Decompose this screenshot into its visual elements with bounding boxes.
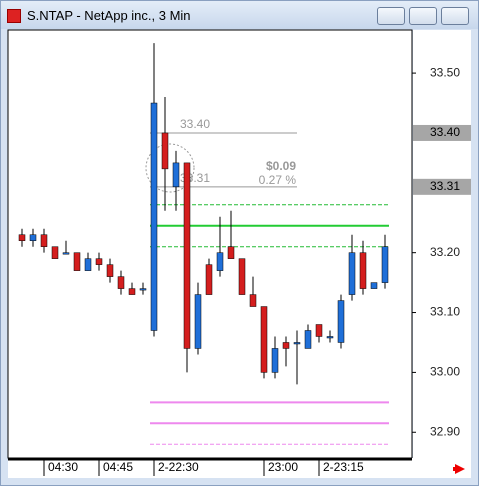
candle-body xyxy=(249,294,257,307)
candle-body xyxy=(29,234,37,241)
candle-body xyxy=(106,264,114,277)
scroll-arrow-tail xyxy=(453,467,457,471)
x-tick-label: 2-22:30 xyxy=(158,460,199,474)
candle-body xyxy=(183,162,191,349)
y-tick-label: 33.20 xyxy=(430,245,460,259)
scroll-arrow[interactable] xyxy=(455,464,465,474)
y-axis-area xyxy=(413,30,471,458)
candle-body xyxy=(271,348,279,373)
price-marker-label: 33.40 xyxy=(430,125,460,139)
x-tick-label: 04:30 xyxy=(48,460,78,474)
candle-body xyxy=(62,252,70,255)
candle-body xyxy=(117,276,125,289)
candle-body xyxy=(40,234,48,247)
candle-body xyxy=(172,162,180,188)
maximize-button[interactable] xyxy=(409,7,437,25)
minimize-button[interactable] xyxy=(377,7,405,25)
measure-percent: 0.27 % xyxy=(259,173,297,187)
candle-body xyxy=(73,252,81,271)
candle-body xyxy=(205,264,213,295)
candle-body xyxy=(227,246,235,259)
y-tick-label: 33.10 xyxy=(430,305,460,319)
candle-body xyxy=(51,246,59,259)
candle-body xyxy=(18,234,26,241)
candle-body xyxy=(381,246,389,283)
plot-area xyxy=(7,29,413,459)
price-marker xyxy=(413,178,471,195)
candle-body xyxy=(161,132,169,170)
candle-body xyxy=(238,258,246,295)
candle-body xyxy=(139,288,147,291)
close-button[interactable] xyxy=(441,7,469,25)
candle-body xyxy=(260,306,268,373)
measure-label: 33.40 xyxy=(180,117,210,131)
window-title: S.NTAP - NetApp inc., 3 Min xyxy=(27,8,191,23)
candle-body xyxy=(337,300,345,343)
app-icon xyxy=(7,9,21,23)
price-marker xyxy=(413,124,471,141)
candle-body xyxy=(348,252,356,295)
candle-body xyxy=(128,288,136,295)
candle-body xyxy=(315,324,323,337)
candle-body xyxy=(95,258,103,265)
candle-body xyxy=(150,102,158,331)
candle-body xyxy=(359,252,367,289)
y-tick-label: 33.00 xyxy=(430,365,460,379)
candle-body xyxy=(304,330,312,349)
candle-body xyxy=(84,258,92,271)
x-tick-label: 2-23:15 xyxy=(323,460,364,474)
x-tick-label: 23:00 xyxy=(268,460,298,474)
y-tick-label: 32.90 xyxy=(430,424,460,438)
measure-change: $0.09 xyxy=(266,159,296,173)
price-marker-label: 33.31 xyxy=(430,179,460,193)
x-tick-label: 04:45 xyxy=(103,460,133,474)
title-bar: S.NTAP - NetApp inc., 3 Min xyxy=(1,1,478,29)
candle-body xyxy=(326,336,334,339)
y-tick-label: 33.50 xyxy=(430,65,460,79)
x-axis-area xyxy=(8,458,471,478)
candle-body xyxy=(216,252,224,271)
candle-body xyxy=(293,342,301,345)
candle-body xyxy=(282,342,290,349)
candle-body xyxy=(370,282,378,289)
drawing-circle xyxy=(145,143,195,193)
candle-body xyxy=(194,294,202,349)
